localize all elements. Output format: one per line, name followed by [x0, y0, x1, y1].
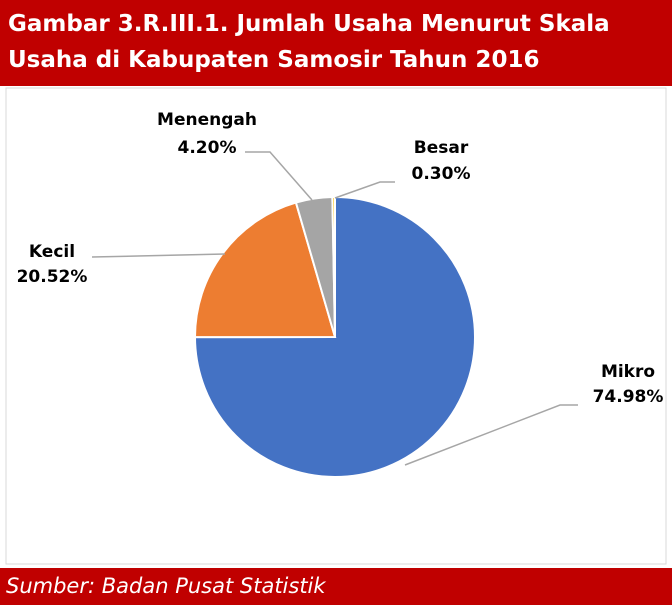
slice-label: Besar — [414, 138, 469, 158]
slice-label: Kecil — [29, 242, 75, 262]
slice-value: 4.20% — [178, 138, 237, 158]
header: Gambar 3.R.III.1. Jumlah Usaha Menurut S… — [0, 0, 672, 86]
leader-line — [91, 253, 226, 258]
slice-value: 20.52% — [17, 267, 88, 287]
chart-border — [5, 87, 667, 565]
title-line: Gambar 3.R.III.1. Jumlah Usaha Menurut S… — [8, 11, 610, 37]
footer: Sumber: Badan Pusat Statistik — [0, 568, 672, 605]
slice-value: 74.98% — [593, 387, 664, 407]
title-line: Usaha di Kabupaten Samosir Tahun 2016 — [8, 47, 540, 73]
leader-line — [245, 151, 313, 201]
slice-value: 0.30% — [412, 164, 471, 184]
slice-label: Menengah — [157, 110, 257, 130]
pie-slice — [193, 195, 476, 478]
pie-slice — [193, 201, 337, 339]
leader-line — [334, 181, 395, 199]
leader-line — [404, 404, 578, 466]
pie-slice — [331, 195, 336, 338]
slice-label: Mikro — [601, 362, 655, 382]
